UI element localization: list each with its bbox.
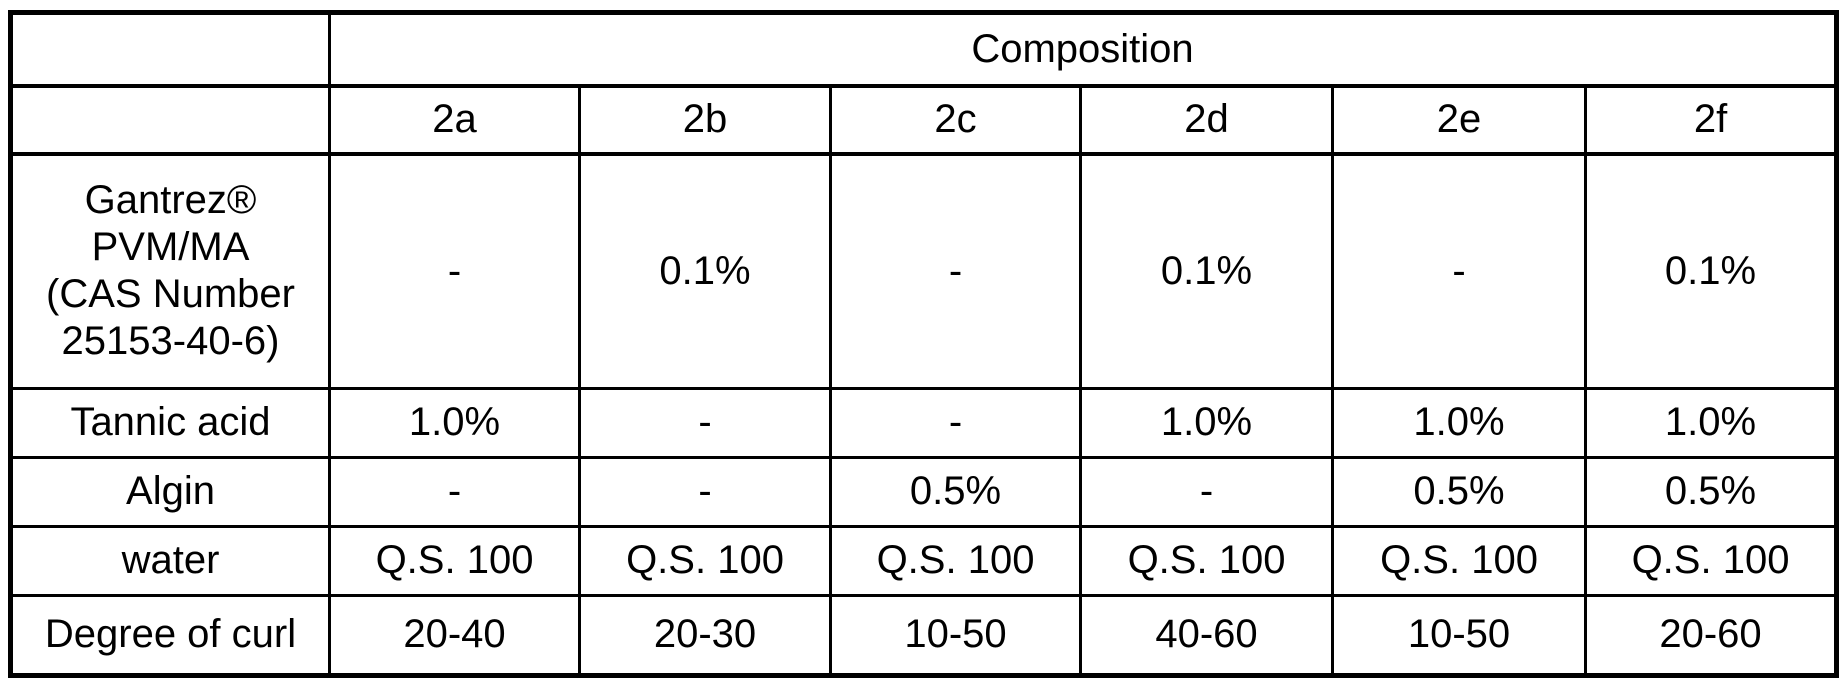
header-row-columns: 2a 2b 2c 2d 2e 2f — [9, 84, 1839, 156]
cell-algin-2b: - — [578, 456, 832, 528]
corner-cell-top — [9, 11, 331, 88]
cell-algin-2e: 0.5% — [1331, 456, 1587, 528]
composition-header-cell: Composition — [327, 11, 1839, 88]
cell-water-2a: Q.S. 100 — [328, 525, 581, 597]
cell-curl-2b: 20-30 — [578, 594, 832, 677]
cell-gantrez-2a: - — [328, 152, 581, 390]
composition-table: Composition 2a 2b 2c 2d 2e 2f Gantrez® P… — [8, 10, 1840, 678]
table-row-algin: Algin - - 0.5% - 0.5% 0.5% — [9, 456, 1839, 528]
cell-curl-2c: 10-50 — [829, 594, 1082, 677]
cell-gantrez-2b: 0.1% — [578, 152, 832, 390]
cell-water-2e: Q.S. 100 — [1331, 525, 1587, 597]
table-row-tannic-acid: Tannic acid 1.0% - - 1.0% 1.0% 1.0% — [9, 387, 1839, 459]
cell-algin-2f: 0.5% — [1583, 456, 1839, 528]
cell-gantrez-2d: 0.1% — [1079, 152, 1334, 390]
col-header-2d: 2d — [1079, 84, 1334, 156]
col-header-2f: 2f — [1583, 84, 1839, 156]
cell-tannic-2f: 1.0% — [1583, 387, 1839, 459]
cell-gantrez-2c: - — [829, 152, 1082, 390]
cell-tannic-2a: 1.0% — [328, 387, 581, 459]
table-row-gantrez: Gantrez® PVM/MA (CAS Number 25153-40-6) … — [9, 152, 1839, 390]
col-header-2e: 2e — [1331, 84, 1587, 156]
col-header-2a: 2a — [328, 84, 581, 156]
cell-gantrez-2e: - — [1331, 152, 1587, 390]
table-row-water: water Q.S. 100 Q.S. 100 Q.S. 100 Q.S. 10… — [9, 525, 1839, 597]
row-label-algin: Algin — [9, 456, 331, 528]
table-row-degree-of-curl: Degree of curl 20-40 20-30 10-50 40-60 1… — [9, 594, 1839, 677]
cell-curl-2f: 20-60 — [1583, 594, 1839, 677]
cell-algin-2d: - — [1079, 456, 1334, 528]
cell-gantrez-2f: 0.1% — [1583, 152, 1839, 390]
cell-tannic-2c: - — [829, 387, 1082, 459]
cell-tannic-2d: 1.0% — [1079, 387, 1334, 459]
row-label-water: water — [9, 525, 331, 597]
cell-curl-2d: 40-60 — [1079, 594, 1334, 677]
cell-curl-2a: 20-40 — [328, 594, 581, 677]
cell-curl-2e: 10-50 — [1331, 594, 1587, 677]
col-header-2c: 2c — [829, 84, 1082, 156]
cell-water-2b: Q.S. 100 — [578, 525, 832, 597]
cell-water-2c: Q.S. 100 — [829, 525, 1082, 597]
col-header-2b: 2b — [578, 84, 832, 156]
corner-cell-bottom — [9, 84, 331, 156]
cell-water-2f: Q.S. 100 — [1583, 525, 1839, 597]
row-label-tannic-acid: Tannic acid — [9, 387, 331, 459]
cell-algin-2c: 0.5% — [829, 456, 1082, 528]
cell-algin-2a: - — [328, 456, 581, 528]
cell-tannic-2b: - — [578, 387, 832, 459]
header-row-composition: Composition — [9, 11, 1839, 88]
cell-tannic-2e: 1.0% — [1331, 387, 1587, 459]
cell-water-2d: Q.S. 100 — [1079, 525, 1334, 597]
row-label-gantrez: Gantrez® PVM/MA (CAS Number 25153-40-6) — [9, 152, 331, 390]
row-label-degree-of-curl: Degree of curl — [9, 594, 331, 677]
